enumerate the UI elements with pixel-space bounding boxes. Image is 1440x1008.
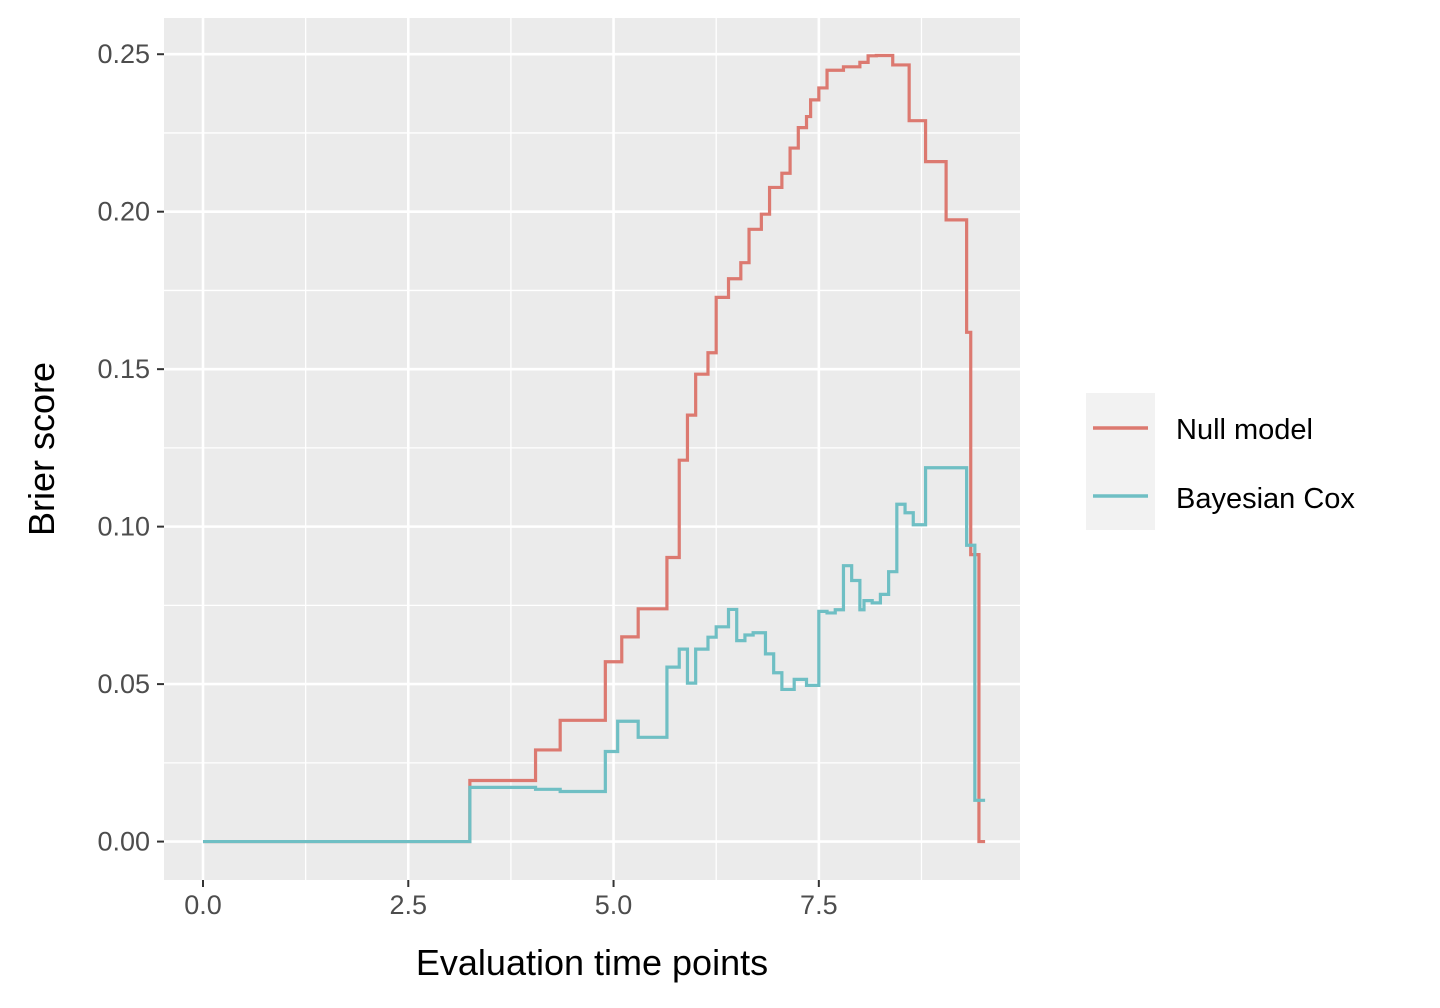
x-tick-label: 0.0 [184, 890, 222, 920]
series-line-null-model [203, 53, 986, 844]
minor-gridlines [164, 18, 1020, 880]
plot-panel [164, 18, 1020, 880]
y-tick-label: 0.10 [97, 512, 150, 542]
y-tick-label: 0.05 [97, 669, 150, 699]
major-gridlines [164, 18, 1020, 880]
series-layer [203, 53, 986, 844]
legend: Null model Bayesian Cox [1086, 393, 1355, 530]
x-tick-label: 2.5 [390, 890, 428, 920]
y-tick-label: 0.25 [97, 39, 150, 69]
legend-label-null-model: Null model [1176, 414, 1313, 446]
y-tick-label: 0.20 [97, 197, 150, 227]
series-line-bayesian-cox [203, 466, 986, 844]
x-axis-ticks: 0.0 2.5 5.0 7.5 [184, 880, 838, 920]
legend-background [1086, 393, 1155, 530]
x-axis-title: Evaluation time points [416, 942, 768, 983]
y-axis-title: Brier score [21, 362, 62, 536]
legend-label-bayesian-cox: Bayesian Cox [1176, 483, 1355, 515]
y-tick-label: 0.00 [97, 827, 150, 857]
y-axis-ticks: 0.00 0.05 0.10 0.15 0.20 0.25 [97, 39, 164, 857]
y-tick-label: 0.15 [97, 354, 150, 384]
x-tick-label: 7.5 [800, 890, 838, 920]
x-tick-label: 5.0 [595, 890, 633, 920]
